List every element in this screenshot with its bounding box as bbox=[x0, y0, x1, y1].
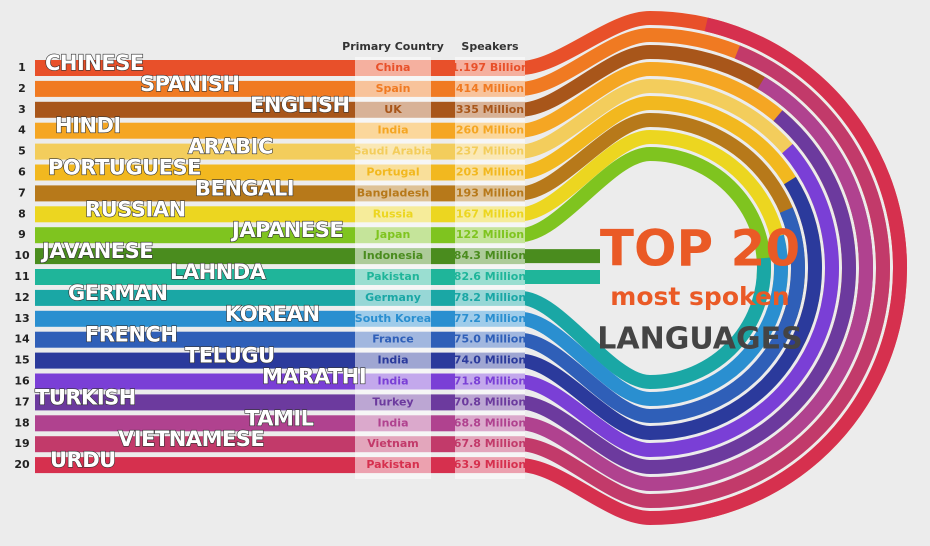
speakers: 167 Million bbox=[456, 207, 524, 220]
country: Spain bbox=[376, 82, 411, 95]
rank: 6 bbox=[18, 166, 26, 179]
country: Turkey bbox=[372, 395, 413, 408]
rank: 7 bbox=[18, 186, 26, 199]
rank: 17 bbox=[14, 395, 29, 408]
speakers: 84.3 Million bbox=[454, 249, 526, 262]
ribbon-arc bbox=[519, 176, 822, 441]
speakers: 68.8 Million bbox=[454, 416, 526, 429]
country: South Korea bbox=[355, 312, 431, 325]
rank: 18 bbox=[14, 416, 29, 429]
speakers-header: Speakers bbox=[461, 40, 519, 53]
country: Japan bbox=[375, 228, 411, 241]
rank: 1 bbox=[18, 61, 26, 74]
rank: 4 bbox=[18, 124, 26, 137]
rank: 9 bbox=[18, 228, 26, 241]
ribbon-arc bbox=[519, 76, 873, 492]
ribbon-arc bbox=[519, 17, 907, 526]
language: ARABIC bbox=[188, 135, 273, 159]
speakers: 67.8 Million bbox=[454, 437, 526, 450]
country: India bbox=[378, 416, 409, 429]
language: KOREAN bbox=[225, 302, 320, 326]
speakers: 82.6 Million bbox=[454, 270, 526, 283]
rank: 11 bbox=[14, 270, 29, 283]
ribbon-arc bbox=[519, 144, 839, 458]
country-header: Primary Country bbox=[342, 40, 444, 53]
language: TAMIL bbox=[245, 406, 314, 430]
title-bottom: LANGUAGES bbox=[597, 322, 802, 357]
speakers: 77.2 Million bbox=[454, 312, 526, 325]
speakers: 1.197 Billion bbox=[451, 61, 528, 74]
rank: 15 bbox=[14, 354, 29, 367]
title-middle: most spoken bbox=[610, 282, 789, 311]
country: India bbox=[378, 375, 409, 388]
country: Germany bbox=[365, 291, 421, 304]
ribbon-arc bbox=[519, 257, 771, 390]
country: Pakistan bbox=[366, 270, 419, 283]
country-column bbox=[355, 57, 431, 479]
speakers: 237 Million bbox=[456, 145, 524, 158]
speakers: 71.8 Million bbox=[454, 375, 526, 388]
rank: 12 bbox=[14, 291, 29, 304]
rank: 5 bbox=[18, 145, 26, 158]
rank: 2 bbox=[18, 82, 26, 95]
language: RUSSIAN bbox=[85, 197, 186, 221]
country: China bbox=[376, 61, 411, 74]
language: BENGALI bbox=[195, 176, 294, 200]
country: India bbox=[378, 124, 409, 137]
speakers: 203 Million bbox=[456, 166, 524, 179]
speakers: 75.0 Million bbox=[454, 333, 526, 346]
title-top: TOP 20 bbox=[600, 220, 800, 278]
speakers: 78.2 Million bbox=[454, 291, 526, 304]
rank: 20 bbox=[14, 458, 30, 471]
language: SPANISH bbox=[140, 72, 239, 96]
language: URDU bbox=[50, 448, 116, 472]
language: FRENCH bbox=[85, 323, 177, 347]
country: Bangladesh bbox=[357, 186, 429, 199]
rank: 19 bbox=[14, 437, 29, 450]
country: UK bbox=[384, 103, 402, 116]
speakers: 63.9 Million bbox=[454, 458, 526, 471]
language: GERMAN bbox=[68, 281, 167, 305]
ribbon-arc bbox=[519, 234, 788, 407]
ribbon-arc bbox=[519, 110, 856, 475]
rank: 13 bbox=[14, 312, 29, 325]
language: JAVANESE bbox=[40, 239, 153, 263]
ribbon-arc bbox=[519, 207, 805, 424]
country: Pakistan bbox=[366, 458, 419, 471]
rank: 10 bbox=[14, 249, 30, 262]
speakers: 70.8 Million bbox=[454, 395, 526, 408]
language: VIETNAMESE bbox=[118, 427, 264, 451]
country: France bbox=[372, 333, 413, 346]
rank: 8 bbox=[18, 207, 26, 220]
country: India bbox=[378, 354, 409, 367]
country: Russia bbox=[373, 207, 414, 220]
speakers: 122 Million bbox=[456, 228, 524, 241]
country: Portugal bbox=[366, 166, 419, 179]
country: Saudi Arabia bbox=[353, 145, 432, 158]
language: ENGLISH bbox=[250, 93, 350, 117]
rank: 16 bbox=[14, 375, 30, 388]
language: MARATHI bbox=[262, 365, 366, 389]
speakers-column bbox=[455, 57, 525, 479]
speakers: 74.0 Million bbox=[454, 354, 526, 367]
rank: 14 bbox=[14, 333, 30, 346]
speakers: 335 Million bbox=[456, 103, 524, 116]
language: CHINESE bbox=[45, 51, 144, 75]
country: Indonesia bbox=[363, 249, 423, 262]
language: TELUGU bbox=[185, 344, 275, 368]
language: LAHNDA bbox=[170, 260, 267, 284]
language: PORTUGUESE bbox=[48, 156, 201, 180]
speakers: 260 Million bbox=[456, 124, 524, 137]
language: JAPANESE bbox=[230, 218, 343, 242]
ribbon-arc bbox=[519, 45, 890, 509]
language: HINDI bbox=[55, 114, 121, 138]
speakers: 193 Million bbox=[456, 186, 524, 199]
rank: 3 bbox=[18, 103, 26, 116]
speakers: 414 Million bbox=[456, 82, 524, 95]
country: Vietnam bbox=[367, 437, 419, 450]
ribbon-arc bbox=[519, 146, 771, 279]
language: TURKISH bbox=[35, 385, 136, 409]
